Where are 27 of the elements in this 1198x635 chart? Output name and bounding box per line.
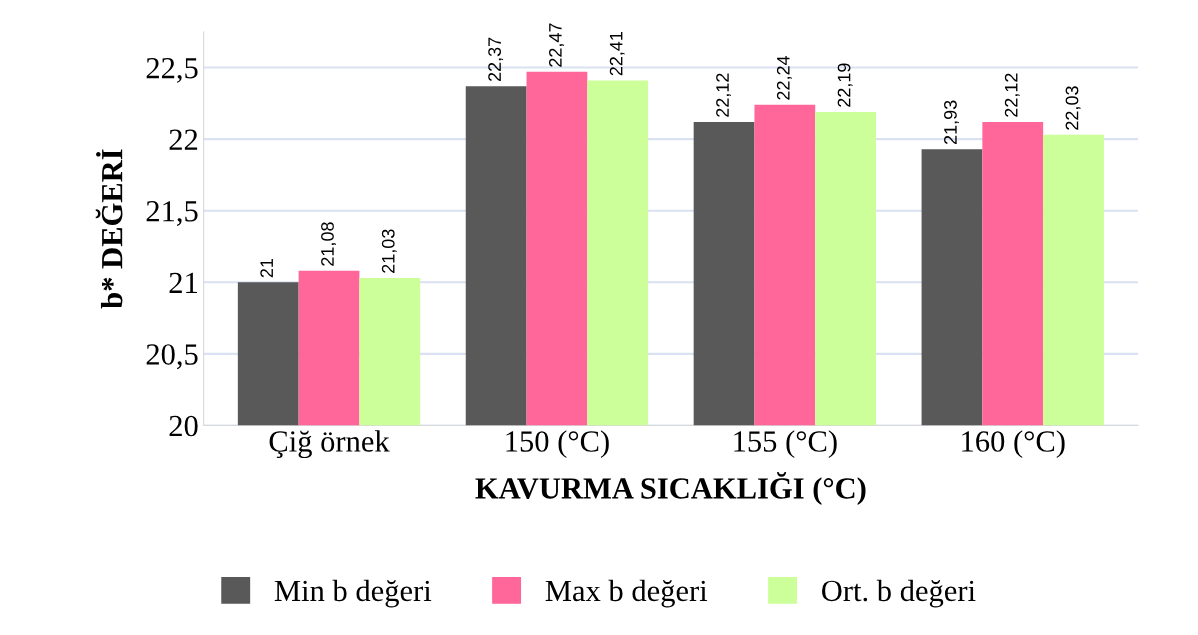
x-tick-label: Çiğ örnek bbox=[269, 430, 390, 459]
y-tick-label: 21 bbox=[169, 272, 197, 293]
data-label: 21,93 bbox=[944, 100, 959, 145]
data-label: 21 bbox=[260, 258, 273, 278]
x-axis-title: KAVURMA SICAKLIĞI (°C) bbox=[475, 472, 866, 505]
data-label: 22,24 bbox=[776, 55, 792, 100]
data-label: 22,19 bbox=[837, 63, 853, 107]
y-tick-label: 20 bbox=[169, 415, 198, 437]
data-label: 22,03 bbox=[1065, 86, 1081, 130]
x-tick-label: 150 (°C) bbox=[506, 430, 609, 459]
data-label: 21,03 bbox=[381, 229, 397, 273]
y-axis-title: b* DEĞERİ bbox=[95, 149, 123, 309]
legend-label: Min b değeri bbox=[274, 579, 432, 608]
y-tick-label: 20,5 bbox=[146, 344, 198, 370]
y-tick-label: 21,5 bbox=[146, 201, 198, 226]
legend-label: Max b değeri bbox=[545, 579, 708, 608]
legend-label: Ort. b değeri bbox=[822, 579, 976, 608]
data-label: 22,41 bbox=[609, 31, 625, 76]
x-tick-label: 160 (°C) bbox=[962, 430, 1065, 459]
data-label: 22,12 bbox=[716, 73, 732, 117]
x-tick-label: 155 (°C) bbox=[734, 430, 837, 459]
data-label: 22,47 bbox=[548, 23, 564, 67]
y-tick-label: 22 bbox=[169, 129, 198, 150]
y-tick-label: 22,5 bbox=[146, 57, 198, 83]
data-label: 22,37 bbox=[488, 37, 504, 82]
data-label: 21,08 bbox=[321, 222, 336, 266]
data-label: 22,12 bbox=[1004, 73, 1020, 117]
